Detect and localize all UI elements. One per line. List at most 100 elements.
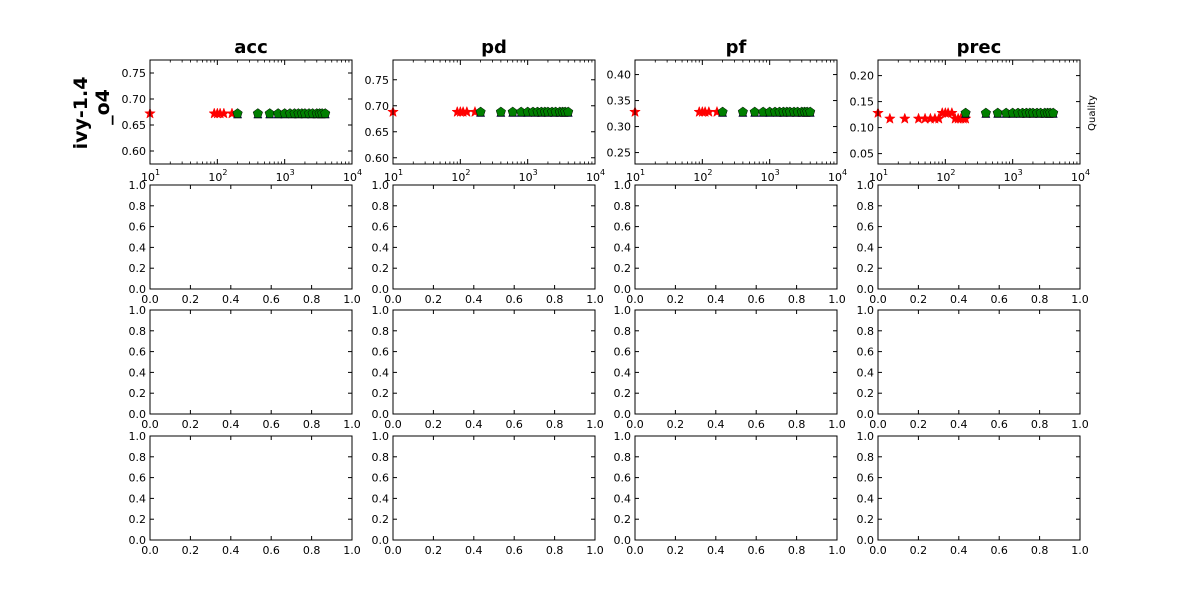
x-tick-label: 10 (1004, 171, 1018, 184)
y-tick-label: 0.05 (850, 148, 875, 161)
y-tick-label: 0.35 (607, 95, 632, 108)
x-tick-label: 0.2 (667, 544, 685, 557)
y-tick-label: 0.15 (850, 96, 875, 109)
x-tick-exponent: 3 (775, 168, 780, 177)
marker-pentagon-s3-p3 (264, 108, 275, 118)
x-tick-label: 10 (693, 171, 707, 184)
y-tick-label: 0.4 (129, 241, 147, 254)
x-tick-label: 0.4 (950, 418, 968, 431)
axes-frame (392, 184, 596, 290)
x-tick-exponent: 2 (707, 168, 712, 177)
panel-title: acc (234, 37, 268, 58)
y-tick-label: 1.0 (129, 179, 147, 192)
x-tick-exponent: 1 (640, 168, 645, 177)
x-tick-label: 1.0 (828, 544, 846, 557)
x-tick-label: 0.4 (465, 544, 483, 557)
y-tick-label: 1.0 (857, 179, 875, 192)
y-tick-label: 0.2 (857, 387, 875, 400)
x-tick-label: 0.6 (262, 293, 280, 306)
y-tick-label: 0.40 (607, 69, 632, 82)
x-tick-label: 0.4 (950, 544, 968, 557)
axes-frame (877, 309, 1081, 415)
y-tick-label: 0.6 (129, 346, 147, 359)
x-tick-label: 0.0 (141, 293, 159, 306)
y-tick-label: 0.10 (850, 122, 875, 135)
x-tick-label: 10 (869, 171, 883, 184)
x-tick-exponent: 2 (222, 168, 227, 177)
y-tick-label: 0.0 (857, 408, 875, 421)
y-tick-label: 0.70 (365, 100, 390, 113)
y-tick-label: 0.30 (607, 121, 632, 134)
x-tick-label: 0.0 (626, 293, 644, 306)
x-tick-label: 0.0 (869, 293, 887, 306)
x-tick-label: 0.2 (667, 293, 685, 306)
y-tick-label: 0.4 (129, 492, 147, 505)
y-tick-label: 0.2 (857, 262, 875, 275)
y-tick-label: 0.70 (122, 93, 147, 106)
y-tick-label: 0.2 (857, 513, 875, 526)
y-tick-label: 0.8 (372, 325, 390, 338)
y-tick-label: 0.65 (365, 126, 390, 139)
axes-frame (149, 435, 353, 541)
y-tick-label: 1.0 (857, 430, 875, 443)
axes-frame (877, 435, 1081, 541)
axes-frame (149, 59, 353, 165)
x-tick-label: 0.0 (141, 544, 159, 557)
y-tick-label: 0.0 (614, 534, 632, 547)
axes-frame (634, 435, 838, 541)
marker-pentagon-s3-p2 (737, 106, 748, 117)
x-tick-label: 0.4 (465, 293, 483, 306)
y-tick-label: 0.0 (129, 283, 147, 296)
axes-frame (634, 309, 838, 415)
y-tick-label: 0.75 (122, 67, 147, 80)
x-tick-label: 0.6 (990, 293, 1008, 306)
x-tick-label: 1.0 (1071, 418, 1089, 431)
row-label-line1: ivy-1.4 (70, 77, 92, 150)
quality-side-label: Quality (1087, 95, 1098, 131)
x-tick-label: 1.0 (343, 293, 361, 306)
x-tick-label: 0.8 (1031, 293, 1049, 306)
y-tick-label: 0.6 (857, 472, 875, 485)
axes-frame (392, 59, 596, 165)
x-tick-label: 0.8 (788, 544, 806, 557)
y-tick-label: 0.4 (372, 492, 390, 505)
x-tick-label: 0.0 (626, 544, 644, 557)
x-tick-label: 10 (141, 171, 155, 184)
x-tick-exponent: 4 (1085, 168, 1090, 177)
x-tick-exponent: 1 (883, 168, 888, 177)
x-tick-label: 0.0 (626, 418, 644, 431)
x-tick-label: 0.2 (182, 293, 200, 306)
x-tick-exponent: 3 (1018, 168, 1023, 177)
x-tick-label: 0.4 (707, 418, 725, 431)
x-tick-label: 0.0 (869, 418, 887, 431)
x-tick-exponent: 4 (357, 168, 362, 177)
y-tick-label: 0.2 (129, 513, 147, 526)
y-tick-label: 0.4 (614, 241, 632, 254)
x-tick-label: 1.0 (343, 544, 361, 557)
x-tick-label: 0.2 (182, 418, 200, 431)
y-tick-label: 0.6 (614, 472, 632, 485)
x-tick-label: 0.4 (465, 418, 483, 431)
y-tick-label: 0.2 (614, 262, 632, 275)
panel-title: prec (957, 37, 1002, 58)
x-tick-exponent: 2 (950, 168, 955, 177)
marker-pentagon-s3-p16 (805, 106, 816, 117)
panel-5: 0.0 0.2 0.4 0.6 0.8 1.0 0.0 0.2 0.4 0.6 0.8 1.0 (129, 179, 361, 306)
y-tick-label: 0.6 (857, 346, 875, 359)
marker-pentagon-s3-p1 (475, 106, 486, 117)
y-tick-label: 0.8 (614, 325, 632, 338)
x-tick-label: 1.0 (1071, 544, 1089, 557)
x-tick-label: 0.2 (425, 544, 443, 557)
x-tick-label: 0.6 (505, 418, 523, 431)
x-tick-label: 0.2 (425, 418, 443, 431)
x-tick-label: 10 (626, 171, 640, 184)
x-tick-label: 10 (343, 171, 357, 184)
y-tick-label: 0.8 (129, 325, 147, 338)
marker-pentagon-s3-p16 (1048, 107, 1059, 118)
panel-12: 0.0 0.2 0.4 0.6 0.8 1.0 0.0 0.2 0.4 0.6 0.8 1.0 (857, 304, 1089, 431)
y-tick-label: 0.6 (372, 346, 390, 359)
y-tick-label: 0.6 (129, 472, 147, 485)
x-tick-exponent: 4 (600, 168, 605, 177)
y-tick-label: 0.6 (857, 221, 875, 234)
